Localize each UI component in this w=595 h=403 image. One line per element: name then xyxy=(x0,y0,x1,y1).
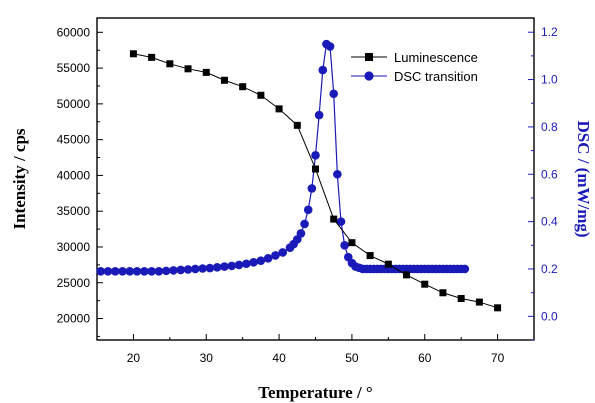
dsc-point xyxy=(249,258,258,267)
x-tick-label: 40 xyxy=(272,351,286,365)
luminescence-point xyxy=(293,121,301,129)
dsc-point xyxy=(329,89,339,99)
dsc-point xyxy=(256,256,266,265)
y2-tick-label: 1.2 xyxy=(541,25,558,39)
dsc-point xyxy=(125,267,135,276)
dsc-point xyxy=(242,259,251,269)
y2-tick-label: 1.0 xyxy=(541,73,558,87)
dsc-point xyxy=(140,267,149,276)
y-tick-label: 25000 xyxy=(57,276,91,290)
y-tick-label: 20000 xyxy=(57,312,91,326)
dsc-point xyxy=(318,65,328,75)
luminescence-point xyxy=(166,60,174,68)
y2-tick-label: 0.4 xyxy=(541,215,558,229)
dsc-point xyxy=(154,267,164,276)
dsc-point xyxy=(278,248,288,257)
luminescence-point xyxy=(494,304,502,312)
luminescence-point xyxy=(129,50,137,58)
dsc-point xyxy=(220,262,229,271)
dsc-point xyxy=(96,267,105,276)
luminescence-point xyxy=(475,298,483,306)
luminescence-point xyxy=(330,215,338,223)
luminescence-point xyxy=(148,53,156,61)
dsc-point xyxy=(169,266,178,275)
y-tick-label: 40000 xyxy=(57,168,91,182)
y-axis-ticks: 20000 25000 30000 35000 40000 45000 50000 55000… xyxy=(57,25,103,337)
dsc-point xyxy=(340,240,349,250)
dsc-point xyxy=(303,205,313,215)
luminescence-point xyxy=(239,83,247,91)
dsc-point xyxy=(198,264,207,273)
dsc-point xyxy=(147,267,156,276)
y2-axis-ticks: 0.0 0.2 0.4 0.6 0.8 1.0 1.2 xyxy=(528,25,558,341)
y2-tick-label: 0.6 xyxy=(541,167,558,181)
y-tick-label: 45000 xyxy=(57,133,91,147)
dsc-point xyxy=(212,263,222,272)
x-tick-label: 60 xyxy=(418,351,432,365)
luminescence-point xyxy=(275,105,283,113)
luminescence-point xyxy=(403,271,411,279)
dsc-point xyxy=(263,254,273,263)
y-axis-title: Intensity / cps xyxy=(10,128,29,229)
dsc-point xyxy=(300,219,309,229)
luminescence-point xyxy=(384,260,392,268)
luminescence-point xyxy=(312,165,319,173)
dsc-point xyxy=(336,217,346,226)
dsc-point xyxy=(314,110,324,120)
x-axis-title: Temperature / ° xyxy=(258,383,372,402)
dsc-point xyxy=(161,266,171,276)
y-tick-label: 55000 xyxy=(57,61,91,75)
legend-dsc-marker xyxy=(364,71,374,81)
dsc-point xyxy=(333,169,342,179)
y-tick-label: 35000 xyxy=(57,204,91,218)
legend-dsc-label: DSC transition xyxy=(394,69,478,84)
legend-luminescence-label: Luminescence xyxy=(394,50,478,65)
luminescence-point xyxy=(202,68,210,76)
dsc-point xyxy=(132,267,142,276)
y2-axis-title: DSC / (mW/mg) xyxy=(574,120,593,237)
dsc-point xyxy=(227,261,237,271)
dsc-point xyxy=(183,265,193,274)
x-axis-ticks: 20 30 40 50 60 70 xyxy=(96,334,535,365)
y-tick-label: 30000 xyxy=(57,240,91,254)
x-tick-label: 50 xyxy=(345,351,359,365)
dsc-point xyxy=(176,265,186,275)
dsc-point xyxy=(191,264,200,274)
dsc-point xyxy=(103,267,113,276)
dsc-point xyxy=(118,267,127,276)
y-tick-label: 60000 xyxy=(57,25,91,39)
luminescence-point xyxy=(348,239,356,247)
x-tick-label: 30 xyxy=(200,351,214,365)
luminescence-point xyxy=(457,294,465,302)
dsc-point xyxy=(205,263,215,273)
luminescence-point xyxy=(184,65,192,73)
luminescence-point xyxy=(366,252,374,260)
plot-frame xyxy=(96,17,535,341)
dsc-point xyxy=(307,184,317,193)
dsc-point xyxy=(311,151,320,160)
luminescence-point xyxy=(439,289,447,297)
y2-tick-label: 0.0 xyxy=(541,309,558,323)
dsc-point xyxy=(234,260,244,270)
luminescence-point xyxy=(220,76,228,84)
legend-luminescence-marker xyxy=(365,53,373,61)
y2-tick-label: 0.2 xyxy=(541,262,558,276)
x-tick-label: 70 xyxy=(491,351,505,365)
series-layer xyxy=(96,39,502,312)
luminescence-point xyxy=(421,280,429,288)
dsc-point xyxy=(110,267,120,276)
dsc-point xyxy=(325,42,335,51)
legend: Luminescence DSC transition xyxy=(351,50,478,84)
luminescence-point xyxy=(257,91,265,99)
dsc-point xyxy=(460,264,470,274)
dsc-point xyxy=(296,229,306,238)
y-tick-label: 50000 xyxy=(57,97,91,111)
y2-tick-label: 0.8 xyxy=(541,120,558,134)
x-tick-label: 20 xyxy=(127,351,141,365)
dsc-point xyxy=(271,251,280,260)
